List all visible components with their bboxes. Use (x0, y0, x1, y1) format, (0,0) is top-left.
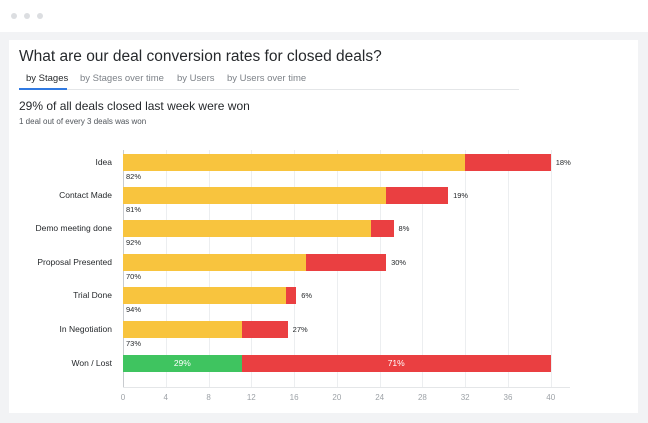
x-tick-label: 8 (206, 393, 211, 402)
bar-won-in-negotiation[interactable] (123, 321, 242, 338)
summary-headline: 29% of all deals closed last week were w… (19, 99, 250, 113)
bar-lost-idea[interactable] (465, 154, 551, 171)
bar-lost-demo-meeting-done[interactable] (371, 220, 394, 237)
window-titlebar (0, 0, 648, 32)
tab-by-stages-over-time[interactable]: by Stages over time (80, 73, 164, 84)
bar-won-proposal-presented[interactable] (123, 254, 306, 271)
stage-label-trial-done: Trial Done (73, 290, 112, 300)
stage-label-in-negotiation: In Negotiation (59, 324, 112, 334)
window-dot-close[interactable] (11, 13, 17, 19)
tab-by-stages[interactable]: by Stages (26, 73, 69, 84)
tab-bar: by Stages by Stages over time by Users b… (19, 70, 519, 90)
tab-by-users[interactable]: by Users (177, 73, 215, 84)
x-tick-label: 32 (460, 393, 470, 402)
x-tick-label: 40 (546, 393, 556, 402)
stage-label-contact-made: Contact Made (59, 190, 112, 200)
window-dot-maximize[interactable] (37, 13, 43, 19)
bar-won-won-lost[interactable] (123, 355, 242, 372)
x-axis-line (123, 387, 570, 388)
tab-by-users-over-time[interactable]: by Users over time (227, 73, 307, 84)
x-tick-label: 28 (417, 393, 427, 402)
x-tick-label: 16 (289, 393, 299, 402)
active-tab-indicator (19, 88, 67, 90)
x-gridline (550, 150, 552, 388)
summary-subline: 1 deal out of every 3 deals was won (19, 117, 147, 126)
x-tick-label: 24 (375, 393, 385, 402)
window-dot-minimize[interactable] (24, 13, 30, 19)
bar-lost-in-negotiation[interactable] (241, 321, 288, 338)
won-pct-label-trial-done: 94% (126, 305, 142, 314)
lost-pct-label-contact-made: 19% (453, 191, 469, 200)
x-gridline (465, 150, 467, 388)
bar-lost-contact-made[interactable] (386, 187, 449, 204)
won-pct-label-in-negotiation: 73% (126, 339, 142, 348)
bar-won-contact-made[interactable] (123, 187, 387, 204)
bar-lost-trial-done[interactable] (285, 287, 297, 304)
stage-label-won-lost: Won / Lost (71, 358, 112, 368)
lost-pct-label-trial-done: 6% (301, 291, 313, 300)
won-pct-label-total: 29% (173, 358, 191, 368)
x-tick-label: 4 (163, 393, 168, 402)
won-pct-label-demo-meeting-done: 92% (126, 238, 142, 247)
x-tick-label: 20 (332, 393, 342, 402)
lost-pct-label-proposal-presented: 30% (391, 258, 407, 267)
stage-label-demo-meeting-done: Demo meeting done (35, 223, 112, 233)
won-pct-label-idea: 82% (126, 172, 142, 181)
x-tick-label: 0 (120, 393, 126, 402)
x-gridline (422, 150, 424, 388)
bar-lost-won-lost[interactable] (241, 355, 551, 372)
bar-lost-proposal-presented[interactable] (305, 254, 387, 271)
x-tick-label: 36 (503, 393, 513, 402)
won-pct-label-proposal-presented: 70% (126, 272, 142, 281)
page-title: What are our deal conversion rates for c… (19, 48, 382, 65)
lost-pct-label-idea: 18% (555, 158, 571, 167)
x-tick-label: 12 (246, 393, 256, 402)
won-pct-label-contact-made: 81% (126, 205, 142, 214)
x-gridline (507, 150, 509, 388)
stage-label-idea: Idea (95, 157, 112, 167)
bar-won-idea[interactable] (123, 154, 466, 171)
bar-won-trial-done[interactable] (123, 287, 286, 304)
bar-won-demo-meeting-done[interactable] (123, 220, 372, 237)
lost-pct-label-demo-meeting-done: 8% (398, 224, 410, 233)
stage-label-proposal-presented: Proposal Presented (37, 257, 112, 267)
lost-pct-label-in-negotiation: 27% (292, 325, 308, 334)
lost-pct-label-total: 71% (387, 358, 405, 368)
